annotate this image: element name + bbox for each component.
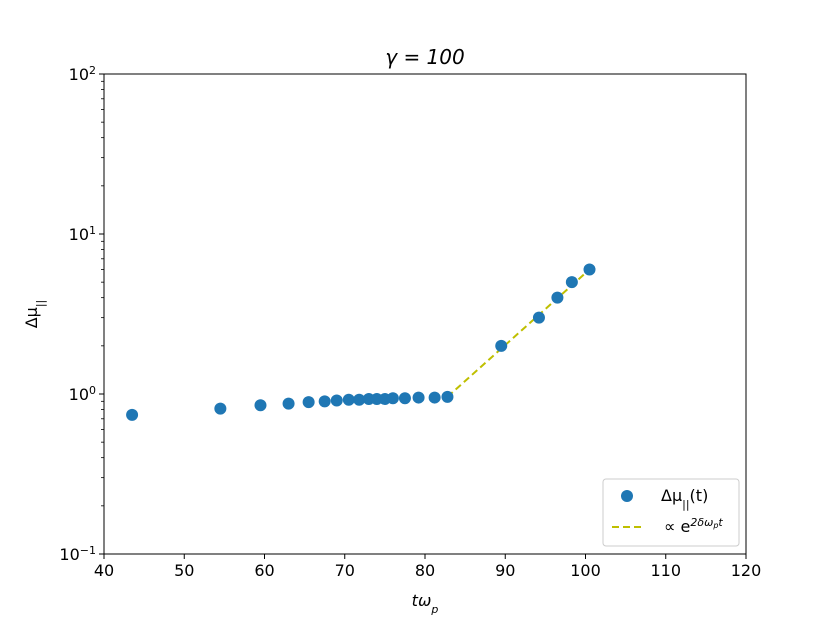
x-tick-label: 40 [94, 561, 114, 580]
legend-box [602, 478, 740, 547]
data-point [532, 311, 545, 324]
chart-title: γ = 100 [385, 45, 464, 69]
data-point [282, 397, 295, 410]
series-fit-line [446, 268, 591, 398]
data-point [412, 391, 425, 404]
y-tick-label: 101 [69, 224, 96, 245]
x-tick-label: 70 [335, 561, 355, 580]
y-tick-label: 100 [69, 384, 96, 405]
data-point [398, 392, 411, 405]
x-axis: 40 50 60 70 80 90 100 110 120 [94, 554, 761, 580]
data-point [254, 399, 267, 412]
data-point [428, 391, 441, 404]
data-point [565, 276, 578, 289]
legend-marker-scatter [621, 490, 633, 502]
data-point [302, 396, 315, 409]
y-tick-label: 102 [69, 64, 96, 85]
data-point [441, 390, 454, 403]
x-tick-label: 100 [570, 561, 601, 580]
y-axis: 10−1 100 101 102 [59, 64, 104, 565]
x-tick-label: 80 [415, 561, 435, 580]
y-tick-label: 10−1 [59, 544, 96, 565]
data-point [495, 339, 508, 352]
x-axis-label: tωp [412, 591, 439, 616]
data-point [318, 395, 331, 408]
y-axis-label: Δμ|| [22, 300, 47, 329]
data-point [353, 393, 366, 406]
data-point [386, 392, 399, 405]
x-tick-label: 90 [495, 561, 515, 580]
x-tick-label: 110 [650, 561, 681, 580]
data-point [583, 263, 596, 276]
data-point [342, 393, 355, 406]
legend: Δμ||(t) ∝ e2δωpt [602, 478, 740, 547]
data-point [126, 408, 139, 421]
data-point [214, 402, 227, 415]
x-tick-label: 60 [254, 561, 274, 580]
legend-label-scatter: Δμ||(t) [661, 486, 708, 511]
x-tick-label: 50 [174, 561, 194, 580]
data-point [551, 291, 564, 304]
series-layer [126, 263, 596, 421]
x-tick-label: 120 [731, 561, 762, 580]
plot-area [104, 74, 746, 554]
data-point [330, 394, 343, 407]
legend-label-line: ∝ e2δωpt [664, 516, 723, 537]
